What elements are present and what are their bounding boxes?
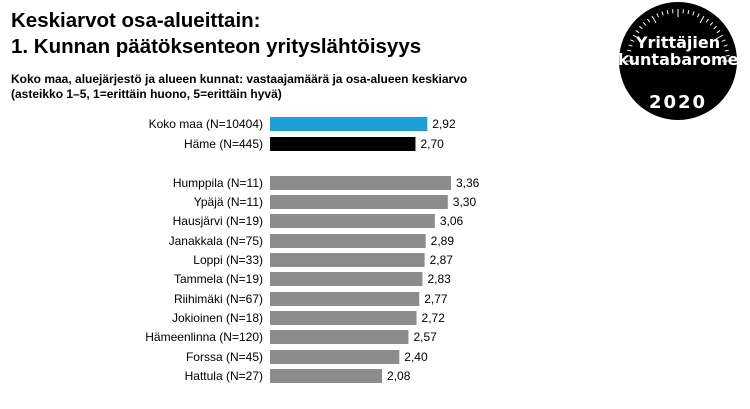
logo-text: Yrittäjien kuntabarometri — [618, 33, 750, 69]
logo-tick — [713, 25, 717, 30]
logo-circle — [619, 2, 737, 120]
category-label: Forssa (N=45) — [186, 350, 263, 364]
logo-tick — [709, 22, 714, 26]
subtitle-line-2: (asteikko 1–5, 1=erittäin huono, 5=eritt… — [11, 87, 282, 101]
bar — [270, 214, 435, 228]
value-label: 3,06 — [440, 214, 464, 228]
logo-tick — [635, 30, 640, 34]
category-label: Riihimäki (N=67) — [174, 292, 263, 306]
category-label: Hattula (N=27) — [185, 369, 263, 383]
bar — [270, 369, 383, 383]
logo-tick — [642, 22, 647, 26]
logo-tick — [724, 49, 729, 52]
logo-tick — [715, 34, 724, 40]
logo-tick — [632, 34, 641, 40]
value-label: 2,08 — [387, 369, 411, 383]
category-label: Häme (N=445) — [184, 137, 263, 151]
logo-tick — [651, 15, 657, 24]
value-label: 3,30 — [453, 195, 477, 209]
category-label: Hämeenlinna (N=120) — [145, 330, 263, 344]
value-label: 2,72 — [422, 311, 446, 325]
logo-tick — [647, 18, 651, 23]
bar — [270, 176, 451, 190]
logo-tick — [692, 11, 695, 16]
bar — [270, 117, 428, 131]
logo-tick — [666, 10, 669, 15]
value-label: 2,77 — [424, 292, 448, 306]
value-label: 2,57 — [413, 330, 437, 344]
title-line-1: Keskiarvot osa-alueittain: — [11, 9, 261, 32]
logo-tick — [699, 15, 705, 24]
logo-tick — [630, 39, 635, 42]
logo-tick — [627, 49, 632, 52]
logo-tick — [716, 30, 721, 34]
bar — [270, 292, 420, 306]
bar — [270, 311, 417, 325]
value-label: 3,36 — [456, 176, 480, 190]
logo-tick — [628, 44, 633, 47]
category-label: Ypäjä (N=11) — [194, 195, 263, 209]
logo-line-1: Yrittäjien — [635, 33, 721, 52]
category-label: Loppi (N=33) — [193, 253, 263, 267]
category-label: Jokioinen (N=18) — [172, 311, 263, 325]
logo-tick — [721, 39, 726, 42]
bar — [270, 350, 400, 364]
logo-tick — [697, 13, 700, 18]
logo-tick — [656, 13, 659, 18]
chart-subtitle: Koko maa, aluejärjestö ja alueen kunnat:… — [11, 72, 467, 102]
logo-tick — [639, 25, 643, 30]
kuntabarometri-logo: Yrittäjien kuntabarometri 2020 — [618, 1, 750, 121]
category-label: Hausjärvi (N=19) — [173, 214, 263, 228]
chart-title: Keskiarvot osa-alueittain: 1. Kunnan pää… — [11, 8, 421, 60]
bar — [270, 195, 448, 209]
category-label: Koko maa (N=10404) — [149, 117, 263, 131]
category-label: Janakkala (N=75) — [169, 234, 263, 248]
value-label: 2,40 — [404, 350, 428, 364]
value-label: 2,83 — [427, 272, 451, 286]
logo-tick — [723, 44, 728, 47]
logo-tick — [661, 11, 664, 16]
logo-line-2: kuntabarometri — [618, 50, 750, 69]
bar — [270, 272, 423, 286]
category-label: Humppila (N=11) — [173, 176, 263, 190]
value-label: 2,70 — [420, 137, 444, 151]
logo-year: 2020 — [648, 92, 708, 113]
category-label: Tammela (N=19) — [174, 272, 263, 286]
value-label: 2,89 — [431, 234, 455, 248]
bar — [270, 137, 416, 151]
logo-tick — [705, 18, 709, 23]
bar — [270, 234, 426, 248]
subtitle-line-1: Koko maa, aluejärjestö ja alueen kunnat:… — [11, 72, 468, 86]
bar — [270, 253, 425, 267]
bar — [270, 330, 409, 344]
value-label: 2,87 — [430, 253, 454, 267]
value-label: 2,92 — [432, 117, 456, 131]
title-line-2: 1. Kunnan päätöksenteon yrityslähtöisyys — [11, 35, 422, 58]
logo-tick — [687, 10, 690, 15]
